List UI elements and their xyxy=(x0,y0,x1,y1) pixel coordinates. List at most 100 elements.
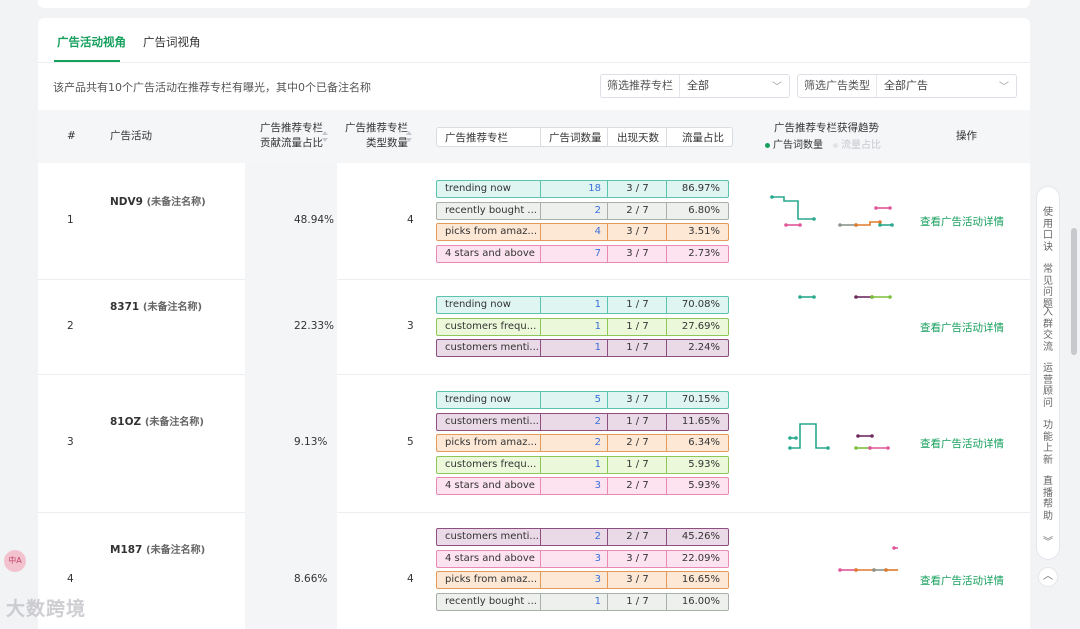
shelf-traffic-share: 86.97% xyxy=(666,181,728,197)
shelf-name: picks from amaz... xyxy=(445,226,538,237)
shelf-subheader: 广告推荐专栏 广告词数量 出现天数 流量占比 xyxy=(436,127,733,147)
trend-point xyxy=(872,568,876,572)
shelf-chip[interactable]: trending now 18 3 / 7 86.97% xyxy=(436,180,729,198)
campaign-note: (未备注名称) xyxy=(142,302,203,313)
shelf-chip[interactable]: 4 stars and above 7 3 / 7 2.73% xyxy=(436,244,729,263)
shelf-days: 2 / 7 xyxy=(607,478,667,494)
shelf-days: 3 / 7 xyxy=(607,572,667,588)
table-row: 4 M187 (未备注名称) 8.66% 4 查看广告活动详情 xyxy=(38,512,1030,629)
trend-sparkline[interactable] xyxy=(768,400,898,460)
shelf-traffic-share: 45.26% xyxy=(666,529,728,545)
shelf-keyword-count: 1 xyxy=(540,456,607,473)
shelf-chip[interactable]: picks from amaz... 4 3 / 7 3.51% xyxy=(436,223,729,241)
trend-point xyxy=(838,568,842,572)
shelf-chip[interactable]: customers frequ... 1 1 / 7 27.69% xyxy=(436,317,729,336)
view-campaign-detail-link[interactable]: 查看广告活动详情 xyxy=(920,216,1004,228)
shelf-chip[interactable]: 4 stars and above 3 3 / 7 22.09% xyxy=(436,549,729,568)
view-campaign-detail-link[interactable]: 查看广告活动详情 xyxy=(920,322,1004,334)
help-item-formula[interactable]: 使用口诀 xyxy=(1043,207,1053,253)
shelf-traffic-share: 5.93% xyxy=(666,456,728,473)
scrollbar-thumb[interactable] xyxy=(1071,228,1077,355)
shelf-name: picks from amaz... xyxy=(445,574,538,585)
campaign-shelf-panel: 广告活动视角 广告词视角 该产品共有10个广告活动在推荐专栏有曝光，其中0个已备… xyxy=(38,18,1030,629)
help-sidebar: 使用口诀 常见问题 入群交流 运营顾问 功能上新 直播帮助 ︾ xyxy=(1036,186,1060,560)
sort-icon[interactable] xyxy=(322,131,329,143)
header-action: 操作 xyxy=(956,130,977,142)
campaign-name[interactable]: M187 (未备注名称) xyxy=(110,541,205,556)
shelf-chip[interactable]: customers frequ... 1 1 / 7 5.93% xyxy=(436,455,729,474)
trend-point xyxy=(888,206,892,210)
tab-keyword-view[interactable]: 广告词视角 xyxy=(143,35,201,49)
shelf-chip[interactable]: 4 stars and above 3 2 / 7 5.93% xyxy=(436,477,729,495)
shelf-chip[interactable]: trending now 5 3 / 7 70.15% xyxy=(436,391,729,409)
help-item-new-features[interactable]: 功能上新 xyxy=(1043,420,1053,466)
sort-icon[interactable] xyxy=(406,131,413,143)
campaign-name[interactable]: 81OZ (未备注名称) xyxy=(110,413,204,428)
shelf-chip[interactable]: trending now 1 1 / 7 70.08% xyxy=(436,296,729,314)
view-campaign-detail-link[interactable]: 查看广告活动详情 xyxy=(920,438,1004,450)
ad-type-filter-label: 筛选广告类型 xyxy=(798,75,877,97)
back-to-top-icon[interactable]: ︿ xyxy=(1038,567,1058,587)
legend-keyword-count[interactable]: 广告词数量 xyxy=(765,138,823,153)
tab-campaign-view[interactable]: 广告活动视角 xyxy=(57,35,126,49)
shelf-days: 1 / 7 xyxy=(607,318,667,335)
shelf-type-count: 3 xyxy=(407,320,414,332)
view-campaign-detail-link[interactable]: 查看广告活动详情 xyxy=(920,575,1004,587)
help-item-consultant[interactable]: 运营顾问 xyxy=(1043,363,1053,409)
campaign-id: M187 xyxy=(110,544,143,556)
trend-point xyxy=(770,195,774,199)
help-item-faq[interactable]: 常见问题 xyxy=(1043,264,1053,310)
shelf-days: 1 / 7 xyxy=(607,593,667,610)
shelf-traffic-share: 6.34% xyxy=(666,435,728,451)
trend-sparkline[interactable] xyxy=(768,285,898,345)
campaign-name[interactable]: 8371 (未备注名称) xyxy=(110,298,202,313)
row-index: 4 xyxy=(67,573,74,585)
contrib-value: 9.13% xyxy=(294,436,328,448)
shelf-keyword-count: 7 xyxy=(540,245,607,262)
shelf-keyword-count: 1 xyxy=(540,593,607,610)
header-shelf-types[interactable]: 广告推荐专栏 类型数量 xyxy=(345,122,408,149)
shelf-days: 1 / 7 xyxy=(607,456,667,473)
help-item-live-help[interactable]: 直播帮助 xyxy=(1043,476,1053,522)
help-item-group[interactable]: 入群交流 xyxy=(1043,307,1053,353)
campaign-id: NDV9 xyxy=(110,196,143,208)
shelf-chip[interactable]: customers menti... 2 2 / 7 45.26% xyxy=(436,528,729,546)
legend-traffic-share[interactable]: 流量占比 xyxy=(833,138,881,153)
shelf-name: 4 stars and above xyxy=(445,480,535,491)
trend-sparkline[interactable] xyxy=(768,540,898,600)
shelf-chip[interactable]: picks from amaz... 2 2 / 7 6.34% xyxy=(436,434,729,452)
campaign-name[interactable]: NDV9 (未备注名称) xyxy=(110,193,206,208)
trend-point xyxy=(788,436,792,440)
trend-point xyxy=(854,568,858,572)
trend-point xyxy=(788,446,792,450)
shelf-chip[interactable]: customers menti... 2 1 / 7 11.65% xyxy=(436,412,729,431)
shelf-chip[interactable]: recently bought ... 1 1 / 7 16.00% xyxy=(436,592,729,611)
shelf-name: recently bought ... xyxy=(445,595,537,607)
shelf-name: customers menti... xyxy=(445,531,539,542)
trend-point xyxy=(884,568,888,572)
trend-point xyxy=(798,223,802,227)
shelf-filter-select[interactable]: 筛选推荐专栏 全部 ﹀ xyxy=(600,74,790,98)
shelf-keyword-count: 18 xyxy=(540,181,607,197)
shelf-name: trending now xyxy=(445,183,511,194)
shelf-name: picks from amaz... xyxy=(445,437,538,448)
campaign-note: (未备注名称) xyxy=(146,545,206,556)
shelf-traffic-share: 11.65% xyxy=(666,413,728,430)
campaign-id: 81OZ xyxy=(110,416,142,428)
shelf-chip[interactable]: customers menti... 1 1 / 7 2.24% xyxy=(436,339,729,357)
trend-sparkline[interactable] xyxy=(768,179,898,239)
double-chevron-down-icon[interactable]: ︾ xyxy=(1043,537,1053,548)
assistant-avatar-icon[interactable]: 中A xyxy=(4,550,26,572)
shelf-keyword-count: 1 xyxy=(540,318,607,335)
subheader-shelf: 广告推荐专栏 xyxy=(445,132,508,144)
subheader-traffic-share: 流量占比 xyxy=(682,132,724,144)
shelf-name: customers frequ... xyxy=(445,320,537,332)
view-tabs: 广告活动视角 广告词视角 xyxy=(38,18,1030,63)
header-contrib[interactable]: 广告推荐专栏 贡献流量占比 xyxy=(260,122,323,149)
shelf-keyword-count: 3 xyxy=(540,572,607,588)
chevron-down-icon: ﹀ xyxy=(999,82,1009,93)
shelf-chip[interactable]: picks from amaz... 3 3 / 7 16.65% xyxy=(436,571,729,589)
trend-point xyxy=(854,223,858,227)
ad-type-filter-select[interactable]: 筛选广告类型 全部广告 ﹀ xyxy=(797,74,1017,98)
shelf-chip[interactable]: recently bought ... 2 2 / 7 6.80% xyxy=(436,201,729,220)
